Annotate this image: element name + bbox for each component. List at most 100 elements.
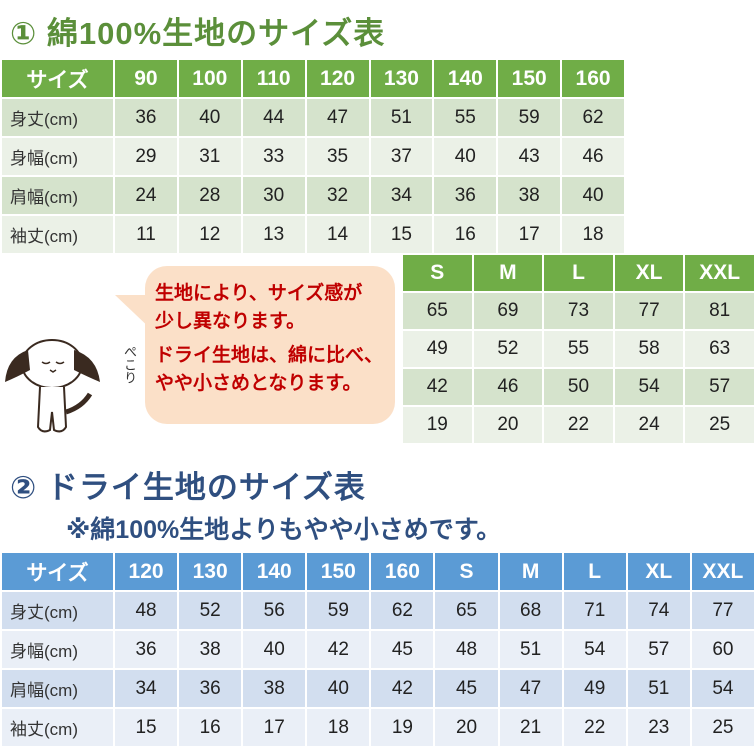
column-header: S xyxy=(435,553,498,590)
table-cell: 15 xyxy=(370,216,433,253)
note-line: 少し異なります。 xyxy=(155,311,306,332)
column-header: 90 xyxy=(115,60,177,97)
table-cell: 16 xyxy=(179,709,242,746)
table-cell: 56 xyxy=(243,592,306,629)
table-cell: 58 xyxy=(614,331,684,367)
table-cell: 77 xyxy=(691,592,754,629)
table-cell: 59 xyxy=(498,99,561,136)
table-cell: 63 xyxy=(685,331,754,367)
table-cell: 46 xyxy=(473,369,543,405)
table-cell: 38 xyxy=(498,177,561,214)
table-cell: 25 xyxy=(691,709,754,746)
table-cell: 51 xyxy=(370,99,433,136)
header-row: サイズ 120 130 140 150 160 S M L XL XXL xyxy=(2,553,754,590)
table-cell: 36 xyxy=(115,631,178,668)
table-cell: 47 xyxy=(499,670,562,707)
table-row: 49 52 55 58 63 xyxy=(403,331,754,367)
table-cell: 21 xyxy=(499,709,562,746)
table-cell: 22 xyxy=(563,709,626,746)
table-cell: 52 xyxy=(473,331,543,367)
column-header: XXL xyxy=(691,553,754,590)
table-cell: 57 xyxy=(685,369,754,405)
table-cell: 11 xyxy=(115,216,177,253)
table-cell: 49 xyxy=(563,670,626,707)
table-cell: 50 xyxy=(544,369,613,405)
row-label: 肩幅(cm) xyxy=(2,670,113,707)
table-cell: 42 xyxy=(371,670,434,707)
column-header: 130 xyxy=(179,553,242,590)
table-cell: 25 xyxy=(685,407,754,443)
column-header: 100 xyxy=(178,60,241,97)
table-cell: 36 xyxy=(115,99,177,136)
table-row: 65 69 73 77 81 xyxy=(403,293,754,329)
table-cell: 38 xyxy=(243,670,306,707)
cotton-size-table: サイズ 90 100 110 120 130 140 150 160 身丈(cm) 36 40 44 47… xyxy=(0,58,626,255)
column-header: XL xyxy=(614,255,684,291)
table-cell: 24 xyxy=(614,407,684,443)
header-row: サイズ 90 100 110 120 130 140 150 160 xyxy=(2,60,624,97)
table-cell: 51 xyxy=(627,670,690,707)
table-cell: 34 xyxy=(370,177,433,214)
column-header: 160 xyxy=(562,60,624,97)
table-cell: 36 xyxy=(434,177,497,214)
column-header: 120 xyxy=(115,553,178,590)
table-cell: 42 xyxy=(403,369,472,405)
section2-title: ② ドライ生地のサイズ表 xyxy=(10,470,366,505)
section1-title: ① 綿100%生地のサイズ表 xyxy=(10,16,386,51)
note-speech-bubble: 生地により、サイズ感が 少し異なります。 ドライ生地は、綿に比べ、 やや小さめとなり… xyxy=(145,266,395,424)
column-header: L xyxy=(544,255,613,291)
table-cell: 47 xyxy=(306,99,369,136)
table-cell: 33 xyxy=(242,138,305,175)
column-header: L xyxy=(563,553,626,590)
table-cell: 40 xyxy=(562,177,624,214)
note-line: やや小さめとなります。 xyxy=(155,373,362,394)
table-cell: 48 xyxy=(435,631,498,668)
table-row: 肩幅(cm) 34 36 38 40 42 45 47 49 51 54 xyxy=(2,670,754,707)
column-header: 130 xyxy=(370,60,433,97)
table-cell: 73 xyxy=(544,293,613,329)
table-row: 19 20 22 24 25 xyxy=(403,407,754,443)
table-cell: 13 xyxy=(242,216,305,253)
table-cell: 43 xyxy=(498,138,561,175)
table-row: 身幅(cm) 29 31 33 35 37 40 43 46 xyxy=(2,138,624,175)
section2-subtitle: ※綿100%生地よりもやや小さめです。 xyxy=(66,516,502,544)
table-cell: 34 xyxy=(115,670,178,707)
table-cell: 40 xyxy=(434,138,497,175)
table-row: 肩幅(cm) 24 28 30 32 34 36 38 40 xyxy=(2,177,624,214)
table-cell: 71 xyxy=(563,592,626,629)
table-cell: 55 xyxy=(434,99,497,136)
table-cell: 40 xyxy=(243,631,306,668)
table-cell: 23 xyxy=(627,709,690,746)
table-cell: 36 xyxy=(179,670,242,707)
column-header: M xyxy=(473,255,543,291)
table-cell: 29 xyxy=(115,138,177,175)
dog-mascot-icon xyxy=(5,339,100,433)
table-cell: 19 xyxy=(371,709,434,746)
table-cell: 49 xyxy=(403,331,472,367)
table-cell: 46 xyxy=(562,138,624,175)
row-label: 身丈(cm) xyxy=(2,592,113,629)
table-cell: 16 xyxy=(434,216,497,253)
table-cell: 57 xyxy=(627,631,690,668)
row-label: 身丈(cm) xyxy=(2,99,113,136)
table-cell: 19 xyxy=(403,407,472,443)
table-cell: 37 xyxy=(370,138,433,175)
table-cell: 42 xyxy=(307,631,370,668)
table-cell: 17 xyxy=(243,709,306,746)
table-cell: 15 xyxy=(115,709,178,746)
table-cell: 30 xyxy=(242,177,305,214)
row-label: 身幅(cm) xyxy=(2,631,113,668)
table-cell: 45 xyxy=(435,670,498,707)
column-header: 120 xyxy=(306,60,369,97)
table-cell: 48 xyxy=(115,592,178,629)
dry-size-table: サイズ 120 130 140 150 160 S M L XL XXL 身丈(cm) 48 52 56 59… xyxy=(0,551,756,748)
table-cell: 54 xyxy=(563,631,626,668)
table-cell: 68 xyxy=(499,592,562,629)
column-header: 140 xyxy=(243,553,306,590)
column-header: 150 xyxy=(307,553,370,590)
table-cell: 44 xyxy=(242,99,305,136)
row-label: 身幅(cm) xyxy=(2,138,113,175)
table-cell: 54 xyxy=(691,670,754,707)
note-line: 生地により、サイズ感が xyxy=(155,283,363,304)
table-cell: 54 xyxy=(614,369,684,405)
